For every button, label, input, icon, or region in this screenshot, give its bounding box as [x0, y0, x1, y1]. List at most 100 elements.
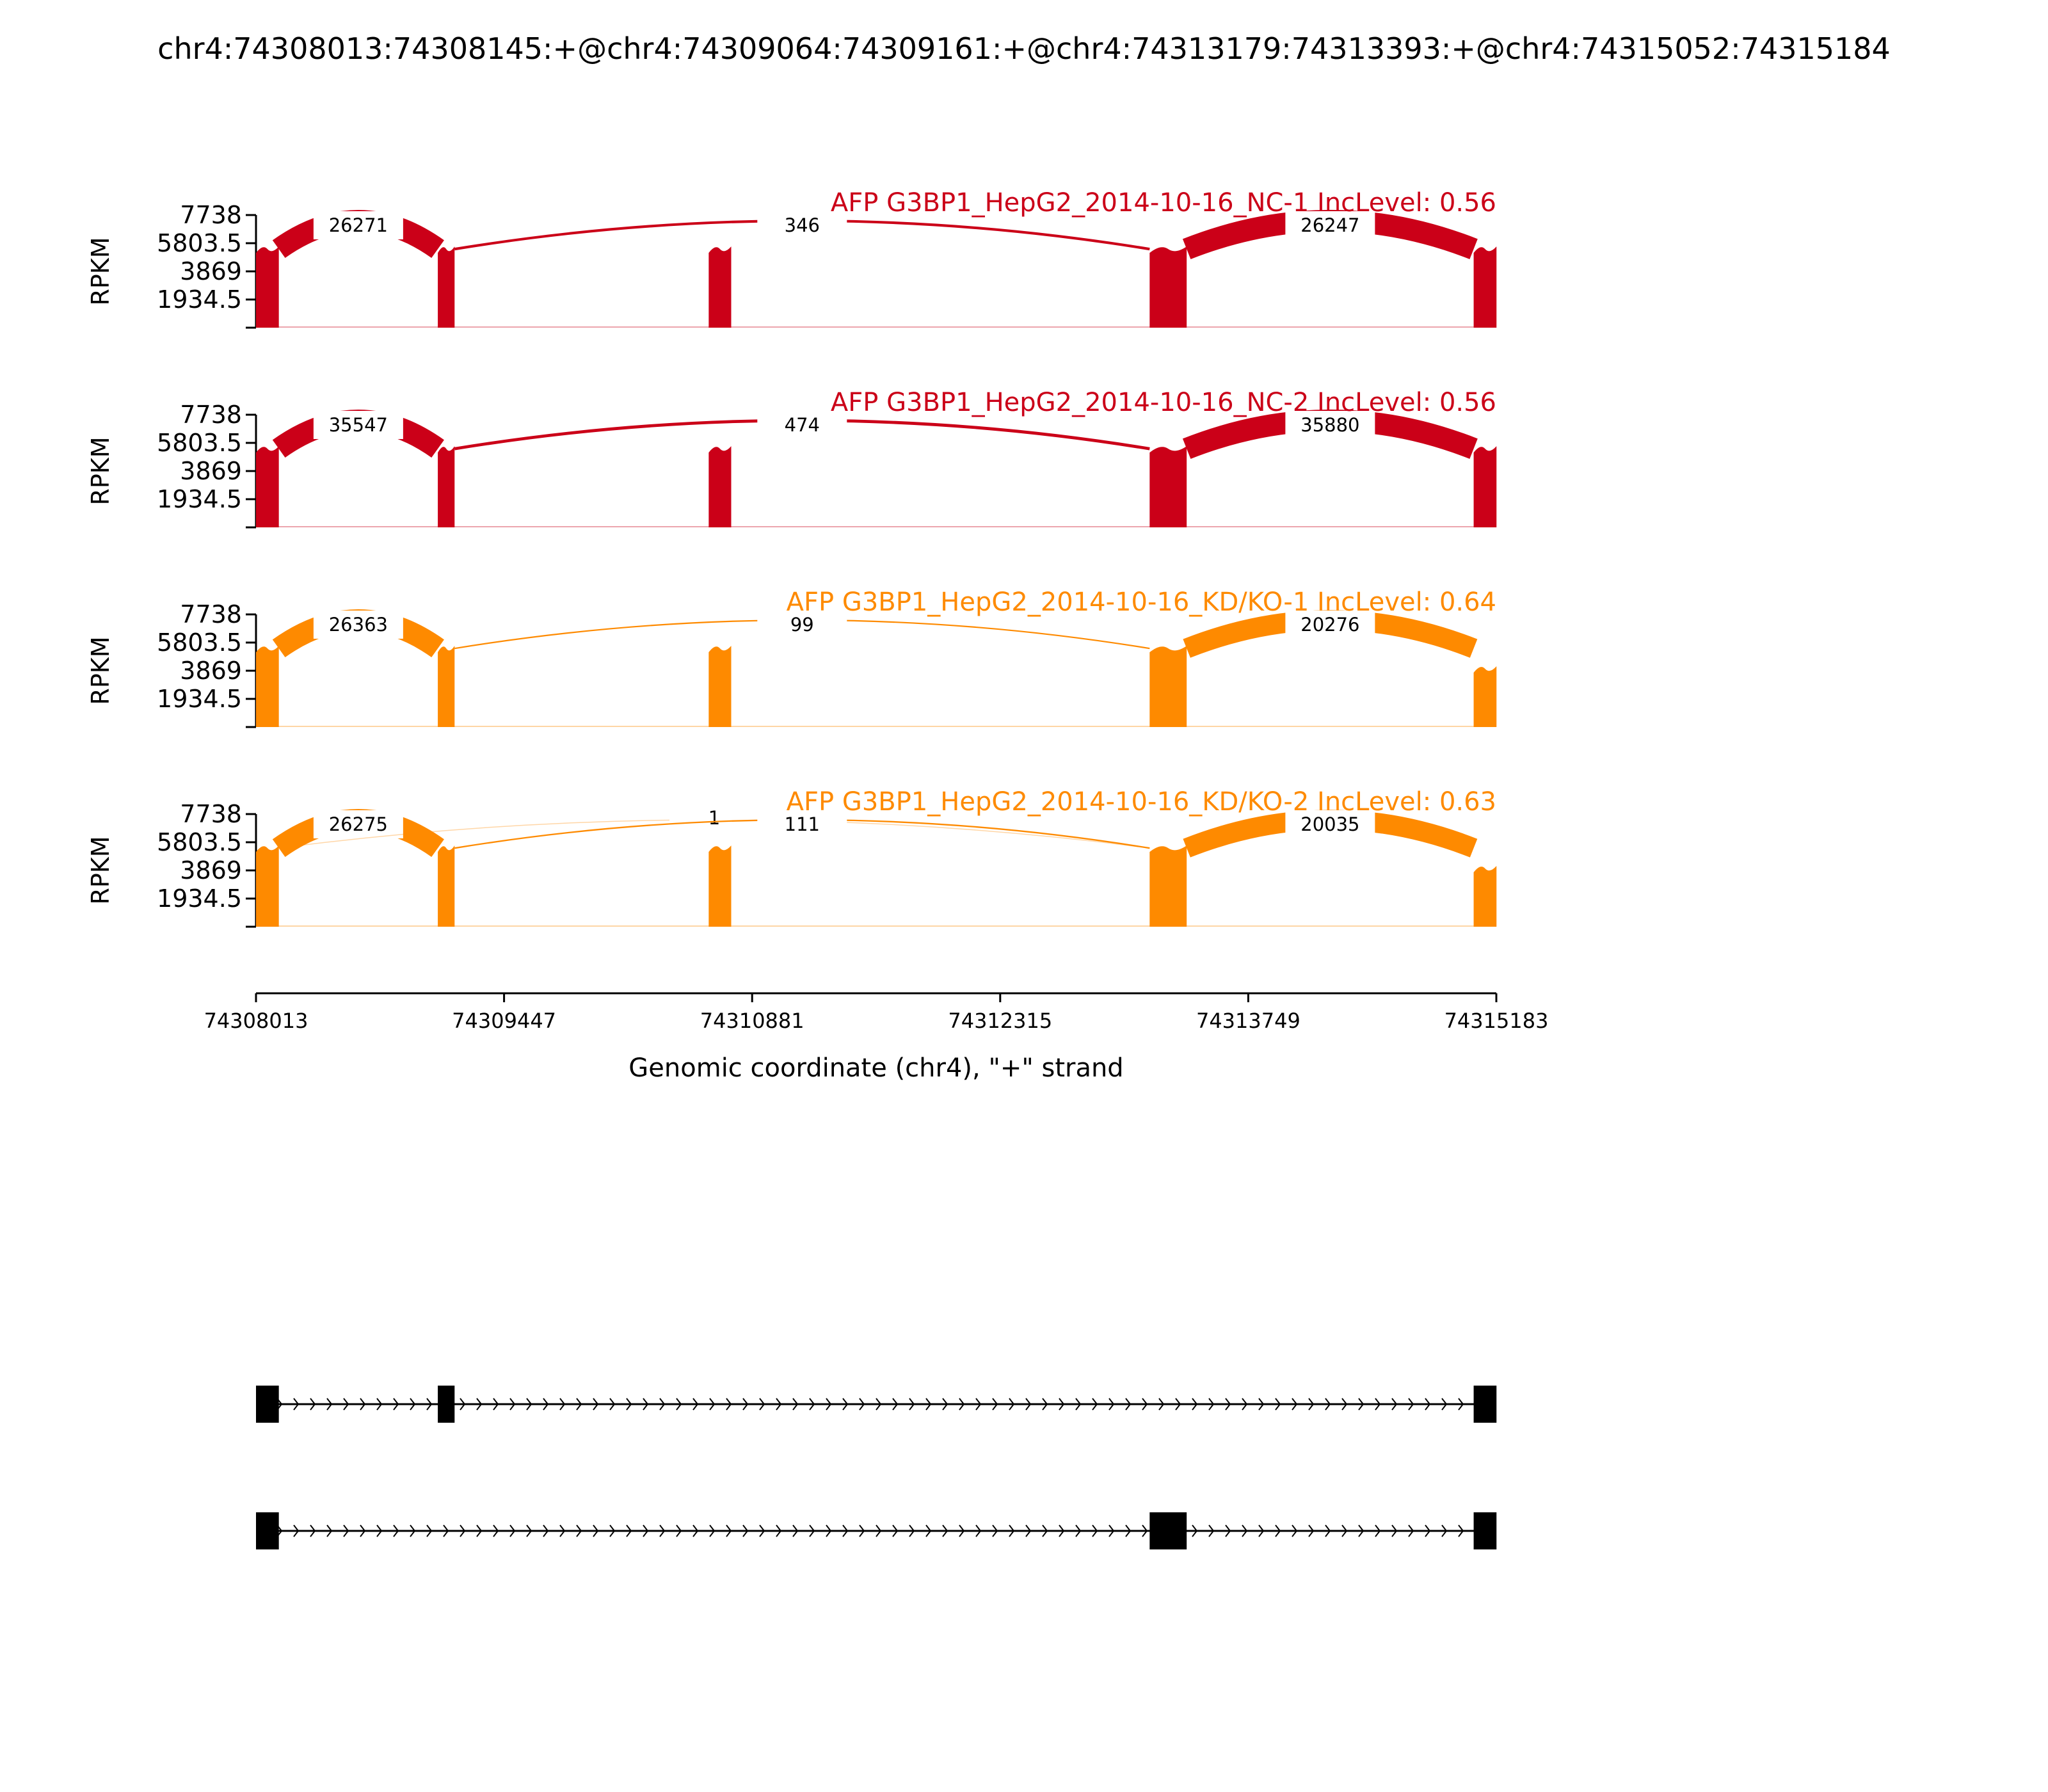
- junction-count-label: 111: [785, 813, 820, 835]
- strand-arrow: [809, 1524, 815, 1537]
- strand-arrow: [476, 1524, 483, 1537]
- strand-arrow: [1408, 1398, 1414, 1411]
- strand-arrow: [1092, 1524, 1098, 1537]
- strand-arrow: [376, 1524, 383, 1537]
- strand-arrow: [676, 1398, 682, 1411]
- strand-arrow: [1225, 1398, 1231, 1411]
- y-tick-label: 7738: [180, 201, 242, 229]
- strand-arrow: [593, 1524, 599, 1537]
- strand-arrow: [826, 1524, 832, 1537]
- strand-arrow: [376, 1398, 383, 1411]
- y-tick-label: 1934.5: [157, 685, 242, 713]
- y-tick-label: 3869: [180, 457, 242, 485]
- x-tick-label: 74309447: [452, 1009, 556, 1033]
- strand-arrow: [892, 1524, 899, 1537]
- strand-arrow: [559, 1398, 566, 1411]
- junction-count-label: 26363: [329, 614, 388, 636]
- strand-arrow: [1358, 1524, 1364, 1537]
- strand-arrow: [343, 1398, 349, 1411]
- strand-arrow: [1308, 1524, 1315, 1537]
- isoform-exon: [1473, 1386, 1497, 1423]
- strand-arrow: [1258, 1524, 1265, 1537]
- strand-arrow: [859, 1524, 865, 1537]
- strand-arrow: [959, 1398, 965, 1411]
- strand-arrow: [1175, 1398, 1181, 1411]
- y-axis-title: RPKM: [86, 237, 115, 305]
- strand-arrow: [460, 1398, 466, 1411]
- x-axis: 74308013 74309447 74310881 74312315 74313749…: [204, 992, 1549, 1033]
- x-tick-label: 74313749: [1196, 1009, 1300, 1033]
- strand-arrow: [792, 1398, 799, 1411]
- strand-arrow: [659, 1398, 666, 1411]
- strand-arrow: [759, 1398, 765, 1411]
- exon-coverage: [438, 246, 455, 328]
- strand-arrow: [1292, 1398, 1298, 1411]
- strand-arrow: [476, 1398, 483, 1411]
- strand-arrow: [1075, 1524, 1082, 1537]
- junction-count-label: 346: [785, 214, 820, 236]
- junction-count-label: 26275: [329, 813, 388, 835]
- strand-arrow: [1142, 1524, 1148, 1537]
- strand-arrow: [742, 1524, 749, 1537]
- exon-coverage: [708, 446, 732, 527]
- exon-coverage: [438, 446, 455, 527]
- junction-label-box: [1285, 810, 1375, 838]
- strand-arrow: [310, 1524, 316, 1537]
- x-tick-label: 74315183: [1444, 1009, 1549, 1033]
- strand-arrow: [326, 1524, 333, 1537]
- strand-arrow: [1042, 1398, 1048, 1411]
- strand-arrow: [859, 1398, 865, 1411]
- strand-arrow: [576, 1398, 582, 1411]
- strand-arrow: [809, 1398, 815, 1411]
- junction-label-box: [313, 611, 403, 639]
- x-tick-label: 74310881: [700, 1009, 804, 1033]
- strand-arrow: [393, 1524, 399, 1537]
- strand-arrow: [1375, 1398, 1381, 1411]
- strand-arrow: [526, 1524, 532, 1537]
- y-axis-title: RPKM: [86, 836, 115, 904]
- y-tick-label: 7738: [180, 401, 242, 429]
- exon-coverage: [708, 246, 732, 328]
- panel-title: AFP G3BP1_HepG2_2014-10-16_NC-1 IncLevel…: [831, 188, 1496, 218]
- strand-arrow: [1391, 1524, 1398, 1537]
- strand-arrow: [942, 1398, 948, 1411]
- strand-arrow: [709, 1398, 716, 1411]
- exon-coverage: [1149, 646, 1187, 727]
- strand-arrow: [1192, 1398, 1198, 1411]
- strand-arrow: [626, 1398, 632, 1411]
- strand-arrow: [526, 1398, 532, 1411]
- strand-arrow: [709, 1524, 716, 1537]
- panel-title: AFP G3BP1_HepG2_2014-10-16_NC-2 IncLevel…: [831, 388, 1496, 417]
- strand-arrow: [1208, 1524, 1215, 1537]
- strand-arrow: [925, 1524, 932, 1537]
- strand-arrow: [975, 1524, 982, 1537]
- strand-arrow: [992, 1524, 998, 1537]
- strand-arrow: [1042, 1524, 1048, 1537]
- strand-arrow: [1208, 1398, 1215, 1411]
- strand-arrow: [1108, 1398, 1115, 1411]
- strand-arrow: [925, 1398, 932, 1411]
- strand-arrow: [293, 1524, 300, 1537]
- strand-arrow: [1341, 1398, 1348, 1411]
- y-tick-label: 1934.5: [157, 485, 242, 513]
- junction-label-box: [313, 211, 403, 239]
- isoform-exon: [256, 1512, 279, 1549]
- y-axis-title: RPKM: [86, 436, 115, 505]
- strand-arrow: [509, 1398, 516, 1411]
- y-tick-label: 3869: [180, 257, 242, 285]
- strand-arrow: [343, 1524, 349, 1537]
- strand-arrow: [1192, 1524, 1198, 1537]
- strand-arrow: [1325, 1398, 1331, 1411]
- strand-arrow: [1025, 1398, 1032, 1411]
- strand-arrow: [493, 1398, 499, 1411]
- strand-arrow: [1108, 1524, 1115, 1537]
- panel-title: AFP G3BP1_HepG2_2014-10-16_KD/KO-1 IncLe…: [787, 588, 1496, 617]
- strand-arrow: [1425, 1398, 1431, 1411]
- strand-arrow: [410, 1524, 416, 1537]
- isoform-exon: [1149, 1512, 1187, 1549]
- isoform-exon: [256, 1386, 279, 1423]
- figure-title: chr4:74308013:74308145:+@chr4:74309064:7…: [157, 31, 1891, 66]
- x-tick-label: 74312315: [948, 1009, 1052, 1033]
